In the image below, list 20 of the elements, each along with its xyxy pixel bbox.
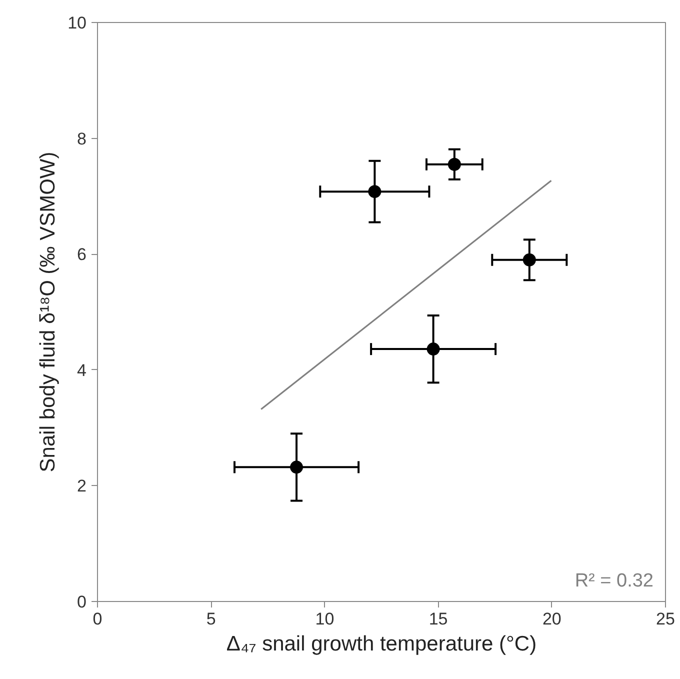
point — [368, 185, 382, 198]
x-tick-label: 0 — [92, 610, 102, 628]
x-axis-title: Δ₄₇ snail growth temperature (°C) — [226, 632, 537, 656]
y-axis-title: Snail body fluid δ¹⁸O (‰ VSMOW) — [36, 152, 60, 472]
y-tick-label: 0 — [77, 592, 87, 612]
annotation: R² = 0.32 — [574, 570, 654, 592]
point — [290, 460, 304, 474]
x-tick-label: 5 — [206, 610, 216, 628]
y-tick-label: 4 — [77, 360, 87, 380]
x-tick-label: 25 — [656, 610, 675, 628]
y-tick-label: 10 — [68, 14, 87, 32]
x-tick-label: 20 — [542, 610, 562, 628]
y-tick-label: 8 — [77, 129, 87, 148]
y-tick-label: 6 — [77, 245, 87, 264]
point — [426, 342, 440, 356]
point — [522, 253, 536, 266]
point — [448, 158, 461, 171]
y-tick-label: 2 — [77, 476, 87, 496]
x-tick-label: 10 — [315, 610, 334, 628]
x-tick-label: 15 — [428, 610, 448, 628]
